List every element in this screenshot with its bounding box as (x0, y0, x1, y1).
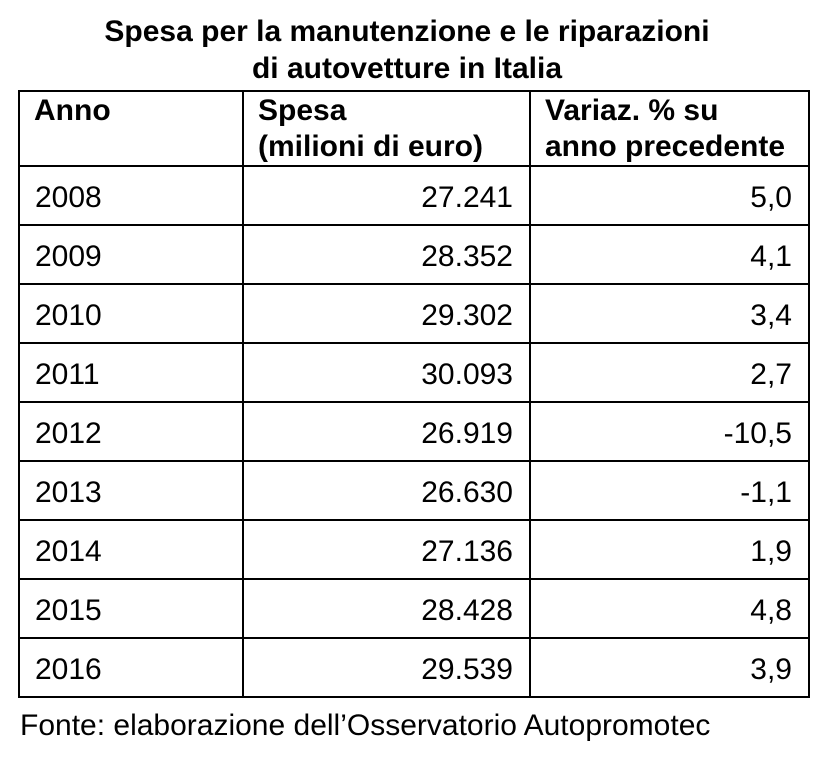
table-row: 2009 28.352 4,1 (18, 224, 810, 285)
year-cell: 2011 (18, 342, 244, 403)
variazione-cell: -1,1 (529, 460, 810, 521)
variazione-cell: 3,4 (529, 283, 810, 344)
year-cell: 2009 (18, 224, 244, 285)
variazione-cell: 2,7 (529, 342, 810, 403)
spesa-cell: 26.919 (242, 401, 531, 462)
column-header-spesa-line-2: (milioni di euro) (258, 130, 483, 163)
year-cell: 2016 (18, 637, 244, 698)
page-title-line-2: di autovetture in Italia (251, 52, 563, 85)
table-row: 2016 29.539 3,9 (18, 637, 810, 698)
variazione-cell: 4,1 (529, 224, 810, 285)
spesa-cell: 26.630 (242, 460, 531, 521)
page-title-line-1: Spesa per la manutenzione e le riparazio… (104, 15, 710, 48)
spesa-cell: 29.539 (242, 637, 531, 698)
table-row: 2012 26.919 -10,5 (18, 401, 810, 462)
column-header-anno: Anno (18, 90, 244, 167)
spesa-cell: 27.136 (242, 519, 531, 580)
table-row: 2014 27.136 1,9 (18, 519, 810, 580)
spesa-cell: 28.428 (242, 578, 531, 639)
year-cell: 2008 (18, 165, 244, 226)
spesa-cell: 29.302 (242, 283, 531, 344)
year-cell: 2014 (18, 519, 244, 580)
column-header-spesa: Spesa (milioni di euro) (242, 90, 531, 167)
table-row: 2010 29.302 3,4 (18, 283, 810, 344)
table-row: 2011 30.093 2,7 (18, 342, 810, 403)
variazione-cell: 5,0 (529, 165, 810, 226)
year-cell: 2013 (18, 460, 244, 521)
year-cell: 2010 (18, 283, 244, 344)
source-note: Fonte: elaborazione dell’Osservatorio Au… (20, 709, 711, 742)
data-table: Anno Spesa (milioni di euro) Variaz. % s… (18, 90, 810, 698)
variazione-cell: 1,9 (529, 519, 810, 580)
column-header-variazione: Variaz. % su anno precedente (529, 90, 810, 167)
variazione-cell: 3,9 (529, 637, 810, 698)
year-cell: 2015 (18, 578, 244, 639)
header-row: Anno Spesa (milioni di euro) Variaz. % s… (18, 90, 810, 167)
spesa-cell: 27.241 (242, 165, 531, 226)
column-header-spesa-line-1: Spesa (258, 94, 347, 127)
table-row: 2008 27.241 5,0 (18, 165, 810, 226)
variazione-cell: 4,8 (529, 578, 810, 639)
column-header-variazione-line-1: Variaz. % su (545, 94, 719, 127)
spesa-cell: 28.352 (242, 224, 531, 285)
year-cell: 2012 (18, 401, 244, 462)
page-title: Spesa per la manutenzione e le riparazio… (0, 13, 814, 87)
spesa-cell: 30.093 (242, 342, 531, 403)
column-header-variazione-line-2: anno precedente (545, 130, 786, 163)
table-row: 2013 26.630 -1,1 (18, 460, 810, 521)
table-row: 2015 28.428 4,8 (18, 578, 810, 639)
variazione-cell: -10,5 (529, 401, 810, 462)
